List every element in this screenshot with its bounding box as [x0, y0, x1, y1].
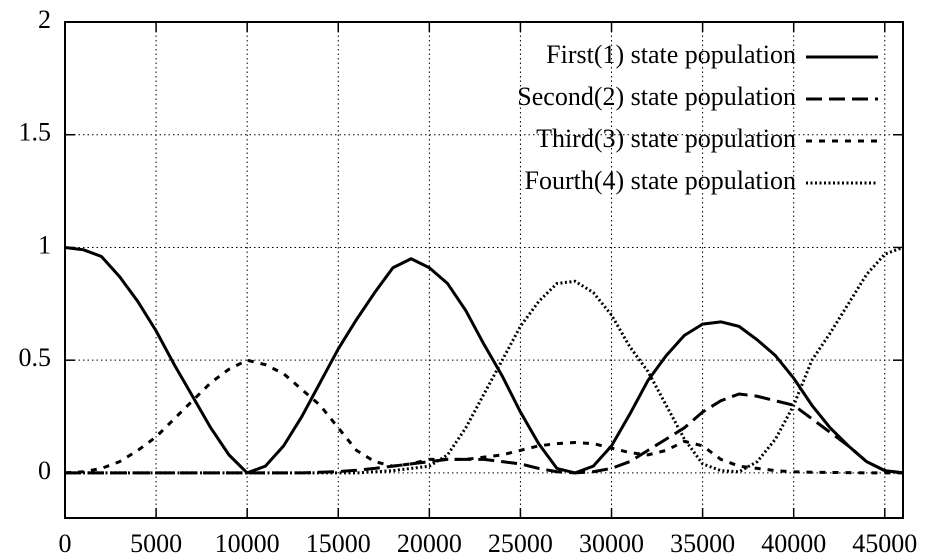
x-tick-label: 0 [59, 529, 72, 558]
series-line [64, 245, 904, 475]
x-tick-label: 45000 [852, 529, 917, 558]
legend-label: Fourth(4) state population [524, 166, 796, 195]
series-line [64, 358, 903, 475]
x-tick-label: 5000 [130, 529, 182, 558]
y-tick-label: 1 [38, 230, 51, 259]
x-tick-label: 25000 [488, 529, 553, 558]
legend-label: First(1) state population [546, 40, 796, 69]
x-tick-label: 20000 [397, 529, 462, 558]
plot-frame [64, 21, 904, 519]
x-tick-label: 10000 [215, 529, 280, 558]
y-tick-label: 0 [38, 456, 51, 485]
legend-label: Third(3) state population [536, 124, 796, 153]
x-tick-label: 35000 [670, 529, 735, 558]
y-tick-label: 1.5 [19, 118, 52, 147]
y-tick-label: 2 [38, 5, 51, 34]
y-tick-label: 0.5 [19, 343, 52, 372]
series-line [65, 246, 904, 475]
x-tick-label: 15000 [306, 529, 371, 558]
legend-label: Second(2) state population [517, 82, 796, 111]
x-tick-label: 40000 [761, 529, 826, 558]
x-tick-label: 30000 [579, 529, 644, 558]
